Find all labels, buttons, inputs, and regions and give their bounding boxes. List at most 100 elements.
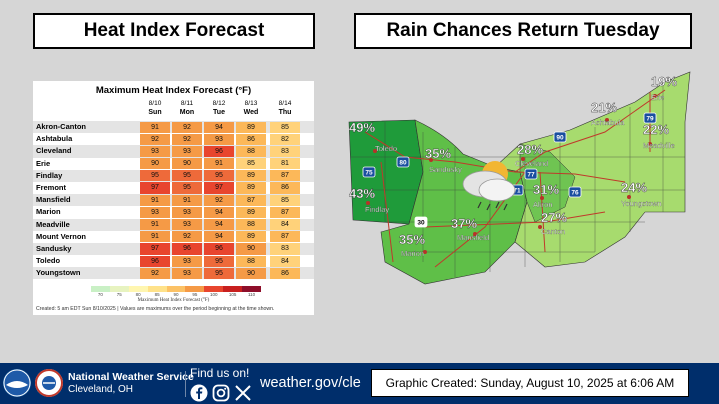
table-cell: 95 [172, 182, 202, 194]
legend-tick: 100 [210, 292, 218, 297]
city-label: Cleveland [515, 159, 548, 168]
table-row: Youngstown 92 93 95 90 86 [33, 267, 314, 280]
table-date: 8/13 [244, 100, 258, 107]
table-cell: 96 [204, 243, 234, 255]
city-label: Youngstown [621, 199, 662, 208]
noaa-logo [3, 369, 31, 397]
table-city: Fremont [36, 182, 66, 192]
table-row: Marion 93 93 94 89 87 [33, 206, 314, 218]
table-cell: 87 [236, 194, 266, 206]
table-cell: 87 [270, 231, 300, 243]
table-body: Akron-Canton 91 92 94 89 85 Ashtabula 92 92 93 86 8… [33, 121, 314, 280]
color-legend [91, 286, 262, 292]
x-icon[interactable] [234, 384, 252, 402]
table-cell: 90 [140, 158, 170, 170]
city-label: Findlay [365, 205, 389, 214]
highway-number: 90 [556, 135, 564, 142]
highway-number: 76 [571, 190, 579, 197]
table-cell: 85 [270, 121, 300, 133]
table-cell: 90 [236, 243, 266, 255]
table-cell: 88 [236, 145, 266, 158]
table-cell: 87 [270, 206, 300, 218]
highway-number: 30 [417, 220, 425, 227]
table-city: Youngstown [36, 268, 81, 278]
table-day-header: 8/14 Thu [270, 99, 300, 117]
rain-percent-label: 21% [591, 100, 617, 115]
table-cell: 92 [172, 231, 202, 243]
table-cell: 86 [270, 267, 300, 279]
table-day: Wed [243, 109, 259, 116]
table-cell: 91 [140, 194, 170, 206]
highway-number: 79 [646, 116, 654, 123]
rain-icon [462, 161, 516, 211]
table-cell: 92 [172, 133, 202, 145]
table-city: Akron-Canton [36, 122, 86, 131]
table-row: Akron-Canton 91 92 94 89 85 [33, 121, 314, 134]
rain-percent-label: 37% [451, 216, 477, 231]
table-day: Mon [179, 109, 195, 116]
table-city: Mount Vernon [36, 231, 86, 241]
table-cell: 83 [270, 243, 300, 255]
table-cell: 97 [140, 243, 170, 255]
footer-bar: National Weather Service Cleveland, OH F… [0, 363, 719, 404]
table-day: Sun [148, 109, 162, 116]
table-cell: 94 [204, 121, 234, 133]
instagram-icon[interactable] [212, 384, 230, 402]
table-cell: 91 [140, 121, 170, 133]
highway-shield [643, 112, 657, 124]
table-row: Sandusky 97 96 96 90 83 [33, 242, 314, 256]
highway-number: 75 [365, 170, 373, 177]
table-cell: 93 [172, 255, 202, 267]
table-cell: 81 [270, 158, 300, 170]
graphic-created-box: Graphic Created: Sunday, August 10, 2025… [371, 369, 689, 397]
table-cell: 88 [236, 255, 266, 267]
facebook-icon[interactable] [190, 384, 208, 402]
table-city: Toledo [36, 256, 61, 266]
table-cell: 93 [172, 267, 202, 279]
nws-office: Cleveland, OH [68, 384, 134, 395]
table-day-header: 8/10 Sun [140, 99, 170, 117]
table-day-header: 8/11 Mon [172, 99, 202, 117]
table-date: 8/14 [278, 100, 292, 107]
city-label: Meadville [643, 141, 675, 150]
table-row: Ashtabula 92 92 93 86 82 [33, 133, 314, 145]
table-day: Tue [213, 109, 225, 116]
rain-chances-title: Rain Chances Return Tuesday [354, 13, 692, 49]
table-cell: 91 [204, 158, 234, 170]
rain-percent-label: 43% [349, 186, 375, 201]
city-label: Ashtabula [591, 118, 625, 127]
table-cell: 91 [140, 231, 170, 243]
nws-name: National Weather Service [68, 371, 194, 383]
legend-tick: 80 [135, 292, 141, 297]
heat-index-table: Maximum Heat Index Forecast (°F) 8/10 Sun… [33, 81, 314, 315]
rain-chances-map: 80 90 75 71 77 76 79 30 49%Toledo 43% Findlay 35% S… [345, 62, 715, 290]
table-cell: 93 [172, 145, 202, 158]
table-cell: 93 [140, 206, 170, 218]
city-label: Toledo [375, 144, 397, 153]
table-cell: 95 [172, 170, 202, 182]
heat-index-title: Heat Index Forecast [33, 13, 315, 49]
table-cell: 95 [204, 267, 234, 279]
table-day-header: 8/12 Tue [204, 99, 234, 117]
table-cell: 88 [236, 219, 266, 231]
table-cell: 86 [270, 182, 300, 194]
legend-tick: 70 [97, 292, 103, 297]
table-cell: 92 [140, 267, 170, 279]
table-cell: 82 [270, 133, 300, 145]
table-cell: 86 [236, 133, 266, 145]
table-city: Ashtabula [36, 134, 73, 144]
website-link[interactable]: weather.gov/cle [260, 375, 361, 391]
table-cell: 89 [236, 121, 266, 133]
legend-tick: 105 [228, 292, 237, 297]
table-row: Meadville 91 93 94 88 84 [33, 218, 314, 231]
highway-number: 80 [399, 160, 407, 167]
table-header: 8/10 Sun 8/11 Mon 8/12 Tue 8/13 Wed 8/14 Thu [33, 99, 314, 121]
rain-percent-label: 19% [651, 74, 677, 89]
table-city: Mansfield [36, 195, 71, 205]
city-label: Erie [651, 93, 664, 102]
table-cell: 89 [236, 182, 266, 194]
table-date: 8/11 [180, 100, 194, 107]
legend-ticks: 70 75 80 85 90 95 100 105 110 [91, 292, 261, 299]
table-day: Thu [278, 109, 292, 116]
table-cell: 95 [204, 170, 234, 182]
